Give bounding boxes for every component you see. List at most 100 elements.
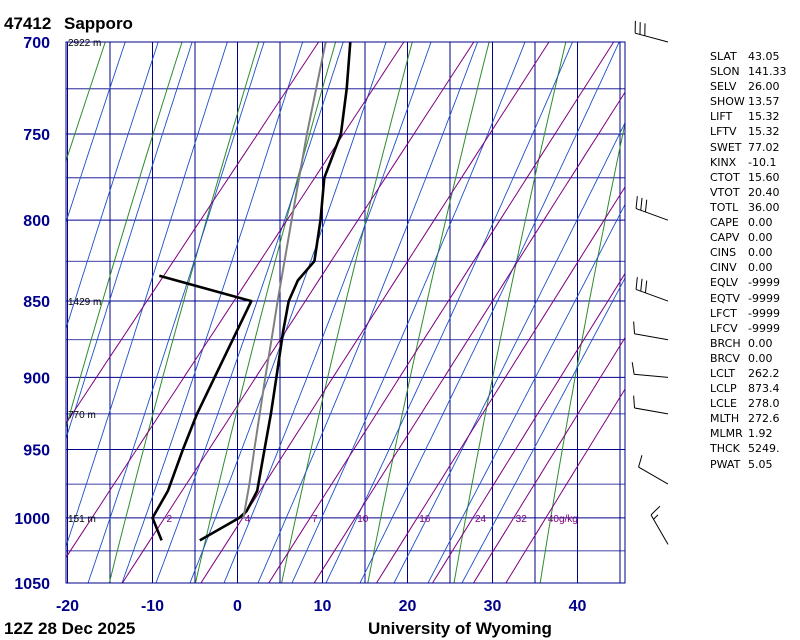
mixing-ratio-line bbox=[66, 42, 320, 425]
moist-adiabat bbox=[121, 42, 304, 583]
moist-adiabat bbox=[257, 42, 479, 583]
index-row-slat: SLAT 43.05 bbox=[710, 49, 787, 64]
index-key: CAPV bbox=[710, 231, 740, 245]
index-value: 15.60 bbox=[748, 170, 780, 184]
index-row-lift: LIFT 15.32 bbox=[710, 109, 787, 124]
pressure-label-1050: 1050 bbox=[14, 576, 50, 593]
moist-adiabat bbox=[66, 42, 193, 440]
moist-adiabat bbox=[66, 42, 159, 331]
wind-barb bbox=[631, 362, 669, 378]
pressure-label-900: 900 bbox=[23, 370, 50, 387]
index-row-lclt: LCLT 262.2 bbox=[710, 366, 787, 381]
index-row-selv: SELV 26.00 bbox=[710, 79, 787, 94]
index-row-eqtv: EQTV -9999 bbox=[710, 291, 787, 306]
temperature-label: -10 bbox=[141, 598, 164, 615]
index-row-lcle: LCLE 278.0 bbox=[710, 396, 787, 411]
index-key: LFTV bbox=[710, 125, 737, 139]
index-key: SELV bbox=[710, 80, 737, 94]
index-key: BRCV bbox=[710, 351, 740, 365]
moist-adiabat bbox=[427, 203, 625, 583]
index-value: 43.05 bbox=[748, 50, 780, 63]
index-key: SLON bbox=[710, 65, 740, 79]
index-row-kinx: KINX -10.1 bbox=[710, 155, 787, 170]
dry-adiabat bbox=[66, 42, 183, 430]
index-value: 36.00 bbox=[748, 200, 780, 214]
mixing-ratio-label: 32 bbox=[516, 514, 528, 525]
index-key: SHOW bbox=[710, 95, 745, 109]
mixing-ratio-line bbox=[268, 42, 615, 583]
mixing-ratio-label: 2 bbox=[167, 514, 173, 525]
parcel-profile bbox=[242, 42, 327, 519]
index-key: VTOT bbox=[710, 185, 740, 199]
wind-barb bbox=[650, 505, 669, 545]
index-key: CAPE bbox=[710, 216, 739, 230]
temperature-profile bbox=[199, 42, 352, 542]
index-key: TOTL bbox=[710, 200, 739, 214]
index-key: EQLV bbox=[710, 276, 739, 290]
index-value: -9999 bbox=[748, 306, 780, 320]
index-key: CTOT bbox=[710, 170, 740, 184]
index-row-ctot: CTOT 15.60 bbox=[710, 170, 787, 185]
index-row-slon: SLON 141.33 bbox=[710, 64, 787, 79]
index-key: KINX bbox=[710, 155, 737, 169]
plot-frame bbox=[65, 41, 626, 584]
mixing-ratio-label: 4 bbox=[245, 514, 251, 525]
index-value: 5249. bbox=[748, 442, 780, 456]
index-key: MLMR bbox=[710, 427, 743, 441]
index-row-thck: THCK 5249. bbox=[710, 441, 787, 456]
index-value: -9999 bbox=[748, 291, 780, 305]
index-value: 5.05 bbox=[748, 457, 773, 471]
index-key: LIFT bbox=[710, 110, 733, 124]
pressure-label-700: 700 bbox=[23, 35, 50, 52]
index-row-lfct: LFCT -9999 bbox=[710, 306, 787, 321]
height-label: 1429 m bbox=[68, 297, 101, 308]
index-value: 26.00 bbox=[748, 80, 780, 94]
pressure-label-1000: 1000 bbox=[14, 511, 50, 528]
index-row-brch: BRCH 0.00 bbox=[710, 336, 787, 351]
index-value: 0.00 bbox=[748, 351, 773, 365]
index-value: 15.32 bbox=[748, 110, 780, 124]
index-key: SWET bbox=[710, 140, 742, 154]
grid-lines bbox=[66, 42, 625, 583]
index-value: 0.00 bbox=[748, 246, 773, 260]
index-key: CINS bbox=[710, 246, 737, 260]
index-value: -9999 bbox=[748, 321, 780, 335]
mixing-ratio-line bbox=[121, 42, 475, 583]
mixing-ratio-label: 10 bbox=[357, 514, 369, 525]
index-value: 0.00 bbox=[748, 231, 773, 245]
index-value: 278.0 bbox=[748, 397, 780, 411]
index-key: MLTH bbox=[710, 412, 740, 426]
index-key: BRCH bbox=[710, 336, 741, 350]
index-value: 141.33 bbox=[748, 65, 787, 79]
height-label: 151 m bbox=[68, 514, 96, 525]
mixing-ratio-label: 7 bbox=[312, 514, 318, 525]
wind-barbs bbox=[631, 20, 669, 545]
wind-barb bbox=[633, 395, 669, 415]
dry-adiabat bbox=[281, 42, 413, 583]
index-key: LCLP bbox=[710, 382, 737, 396]
index-key: THCK bbox=[710, 442, 740, 456]
temperature-label: 0 bbox=[233, 598, 242, 615]
index-row-lclp: LCLP 873.4 bbox=[710, 381, 787, 396]
mixing-ratio-label: 24 bbox=[475, 514, 487, 525]
pressure-label-850: 850 bbox=[23, 294, 50, 311]
axis-labels: 2 4 7 10 16 24 32 40g/kg70075080085090095010001… bbox=[14, 35, 586, 615]
index-value: 1.92 bbox=[748, 427, 773, 441]
dewpoint-profile bbox=[151, 274, 253, 541]
moist-adiabat bbox=[66, 42, 228, 548]
dry-adiabat bbox=[367, 42, 490, 583]
index-value: 0.00 bbox=[748, 216, 773, 230]
dry-adiabat bbox=[453, 42, 567, 583]
wind-barb bbox=[635, 277, 669, 302]
index-row-mlth: MLTH 272.6 bbox=[710, 411, 787, 426]
index-row-show: SHOW 13.57 bbox=[710, 94, 787, 109]
mixing-ratio-line bbox=[66, 42, 405, 559]
index-row-cape: CAPE 0.00 bbox=[710, 215, 787, 230]
index-value: 272.6 bbox=[748, 412, 780, 426]
temperature-label: 10 bbox=[314, 598, 332, 615]
index-key: LFCV bbox=[710, 321, 738, 335]
index-value: 0.00 bbox=[748, 261, 773, 275]
index-key: LCLE bbox=[710, 397, 737, 411]
index-key: SLAT bbox=[710, 50, 737, 63]
